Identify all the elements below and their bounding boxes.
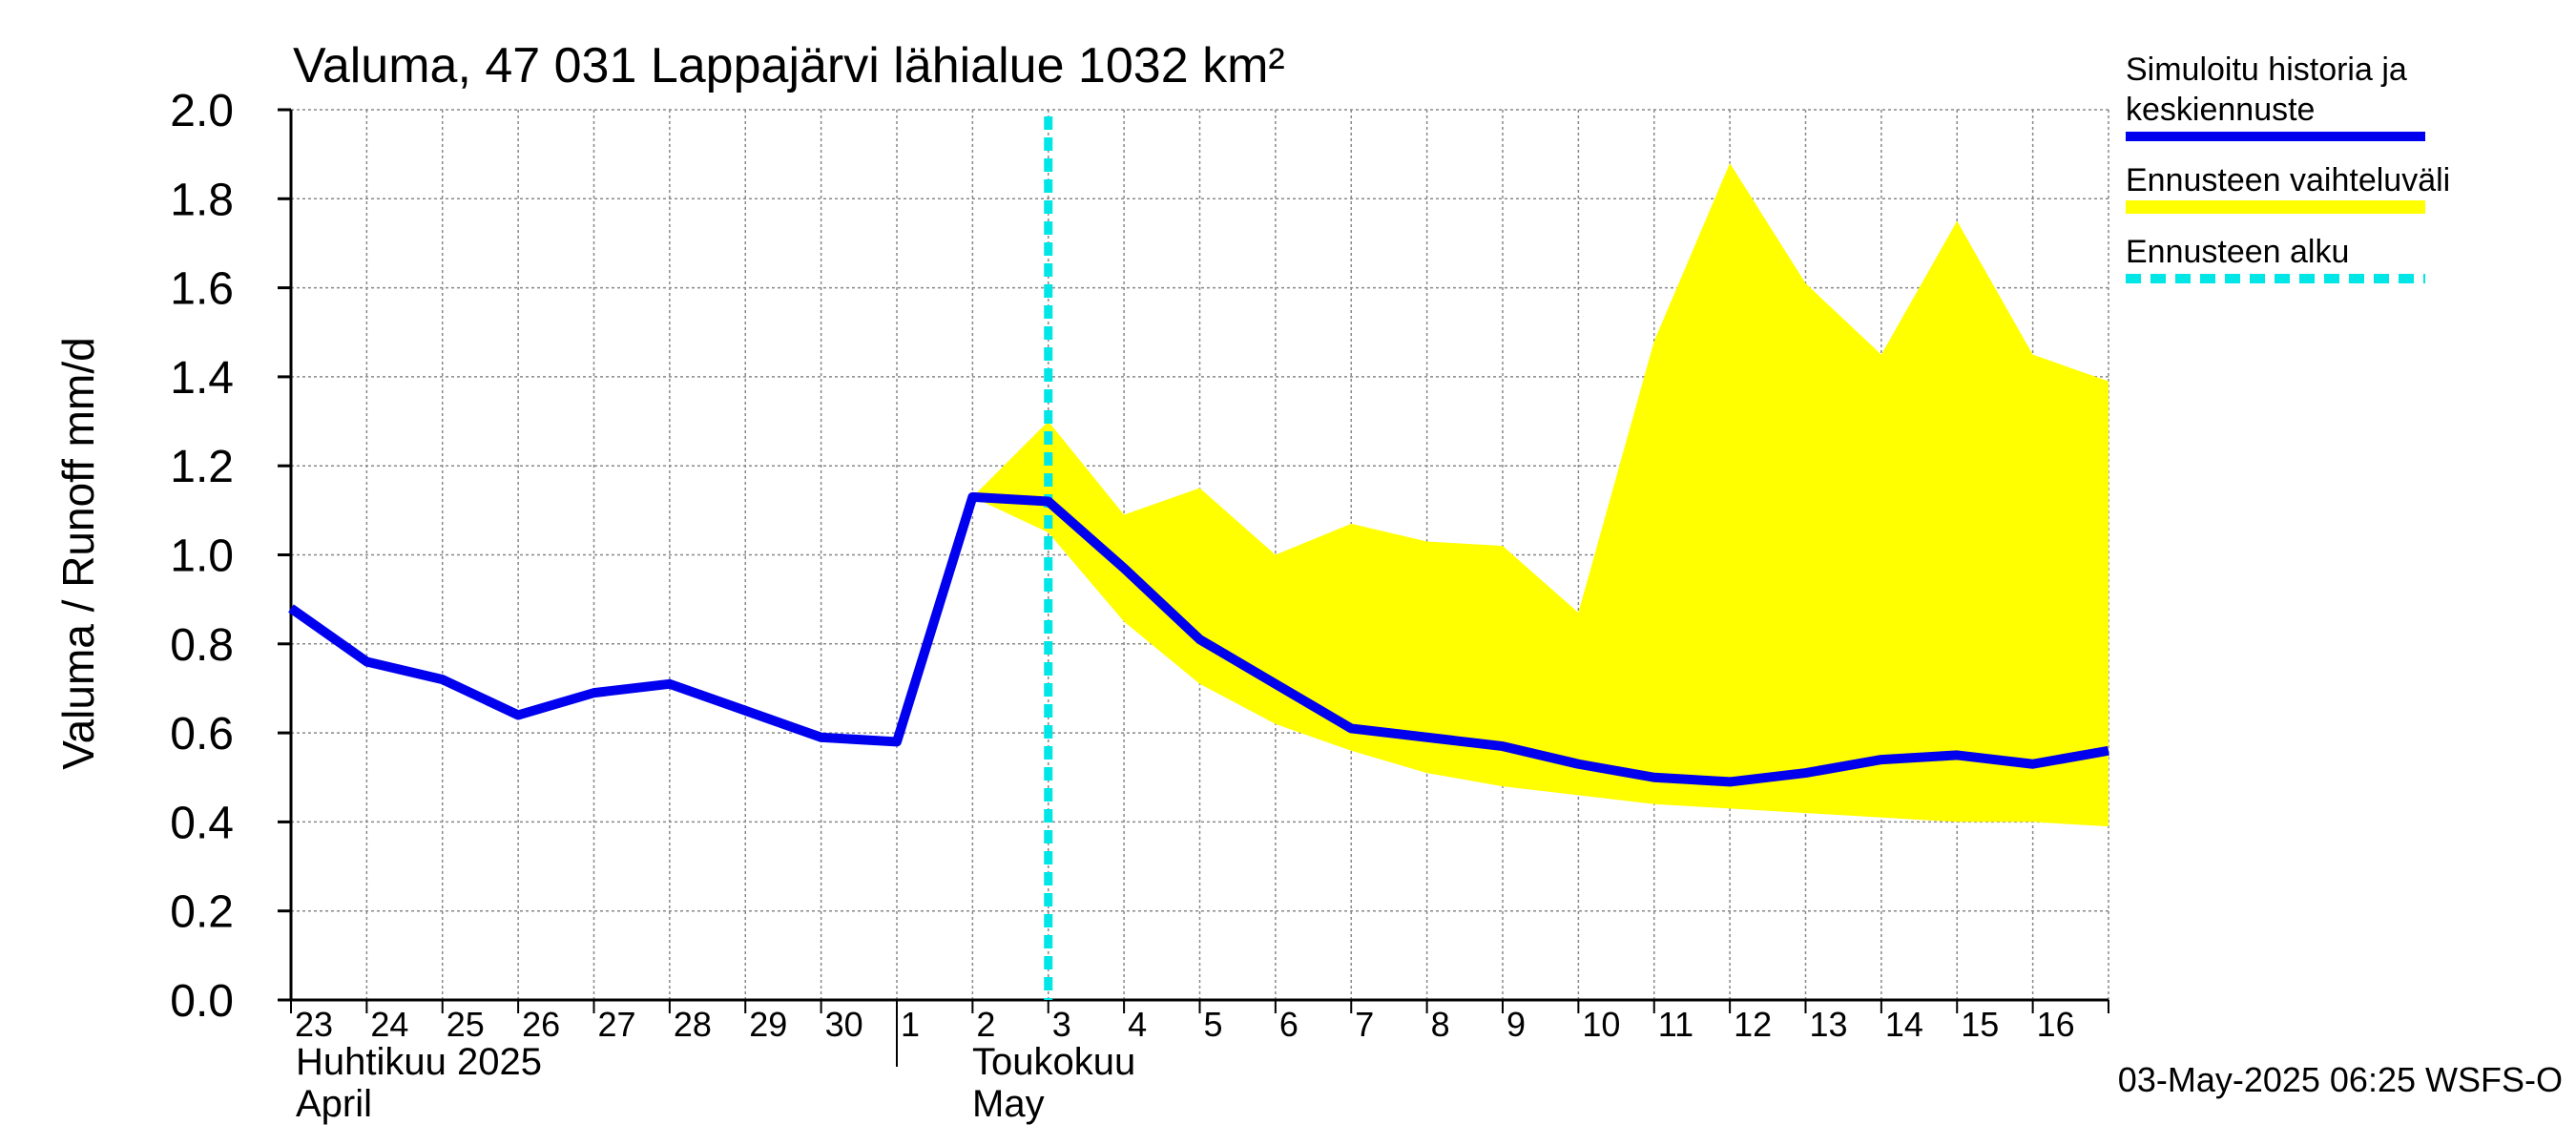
simulated-runoff-line: [288, 491, 2109, 787]
month-label-may-fi: Toukokuu: [972, 1041, 1135, 1083]
month-label-april-fi: Huhtikuu 2025: [296, 1041, 542, 1083]
x-tick-label: 13: [1810, 1005, 1848, 1044]
month-label-may-en: May: [972, 1083, 1045, 1125]
x-tick-label: 4: [1128, 1005, 1147, 1044]
y-tick-label: 0.4: [170, 798, 234, 848]
x-tick-label: 10: [1582, 1005, 1620, 1044]
x-tick-label: 26: [522, 1005, 560, 1044]
x-tick-label: 9: [1506, 1005, 1526, 1044]
x-tick-label: 30: [825, 1005, 863, 1044]
month-label-april-en: April: [296, 1083, 372, 1125]
x-tick-label: 11: [1658, 1005, 1693, 1044]
chart-title: Valuma, 47 031 Lappajärvi lähialue 1032 …: [293, 38, 1285, 94]
x-tick-label: 23: [295, 1005, 333, 1044]
y-tick-label: 1.2: [170, 442, 234, 492]
y-tick-label: 2.0: [170, 86, 234, 136]
y-axis-ticks: 0.0 0.2 0.4 0.6 0.8 1.0 1.2 1.4 1.6 1.8 2.0: [170, 86, 291, 1027]
x-tick-label: 14: [1885, 1005, 1923, 1044]
x-tick-label: 2: [976, 1005, 995, 1044]
legend-label-forecast-start: Ennusteen alku: [2126, 234, 2349, 270]
x-tick-label: 3: [1052, 1005, 1071, 1044]
legend-label-range: Ennusteen vaihteluväli: [2126, 162, 2450, 198]
x-tick-label: 29: [749, 1005, 787, 1044]
y-tick-label: 0.2: [170, 887, 234, 938]
y-tick-label: 0.6: [170, 709, 234, 760]
x-tick-label: 5: [1204, 1005, 1223, 1044]
x-tick-label: 16: [2037, 1005, 2075, 1044]
y-tick-label: 1.8: [170, 175, 234, 225]
x-tick-label: 15: [1961, 1005, 1999, 1044]
x-tick-label: 12: [1734, 1005, 1772, 1044]
y-tick-label: 1.6: [170, 264, 234, 315]
x-tick-label: 28: [674, 1005, 712, 1044]
x-tick-label: 25: [447, 1005, 485, 1044]
legend-label-simulated-2: keskiennuste: [2126, 92, 2315, 128]
x-axis-ticks: 23 24 25 26 27 28 29 30 1 2 3 4 5 6 7 8 9 10 11 12 13 14 15 16: [290, 1000, 2109, 1067]
footer-timestamp: 03-May-2025 06:25 WSFS-O: [2118, 1060, 2563, 1099]
y-tick-label: 0.0: [170, 976, 234, 1027]
y-tick-label: 1.0: [170, 531, 234, 582]
y-axis-label: Valuma / Runoff mm/d: [53, 337, 103, 769]
legend: Simuloitu historia ja keskiennuste Ennus…: [2126, 52, 2450, 283]
legend-label-simulated-1: Simuloitu historia ja: [2126, 52, 2407, 88]
x-tick-label: 27: [598, 1005, 636, 1044]
x-tick-label: 8: [1431, 1005, 1450, 1044]
x-tick-label: 7: [1355, 1005, 1374, 1044]
x-tick-label: 6: [1279, 1005, 1298, 1044]
y-tick-label: 1.4: [170, 353, 234, 404]
forecast-range-band: [972, 162, 2109, 827]
x-tick-label: 24: [370, 1005, 408, 1044]
x-tick-label: 1: [901, 1005, 920, 1044]
y-tick-label: 0.8: [170, 620, 234, 671]
